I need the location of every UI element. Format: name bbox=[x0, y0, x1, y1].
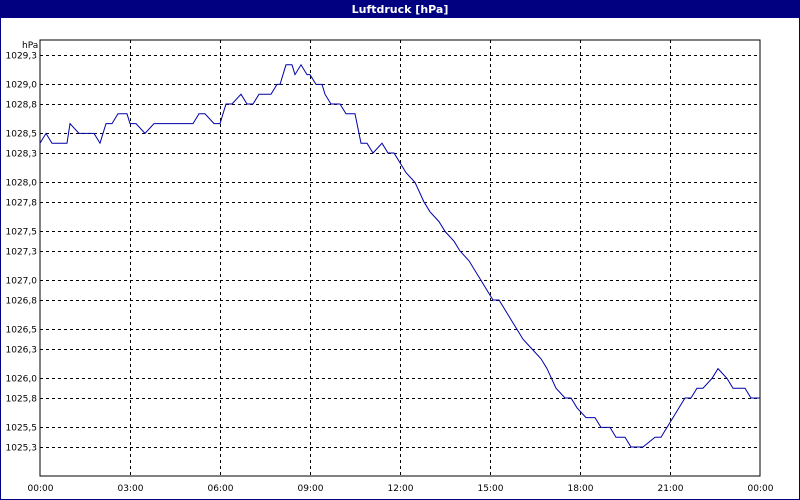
y-tick-label: 1026,5 bbox=[6, 326, 38, 336]
x-tick-time-label: 12:00 bbox=[388, 484, 414, 494]
x-tick-time-label: 03:00 bbox=[118, 484, 144, 494]
y-tick-label: 1028,0 bbox=[6, 179, 38, 189]
x-tick-time-label: 06:00 bbox=[208, 484, 234, 494]
x-tick-time-label: 15:00 bbox=[478, 484, 504, 494]
y-tick-label: 1025,5 bbox=[6, 424, 38, 434]
x-tick-time-label: 18:00 bbox=[568, 484, 594, 494]
y-tick-label: 1027,0 bbox=[6, 277, 38, 287]
y-tick-label: 1025,3 bbox=[6, 444, 38, 454]
x-tick-time-label: 09:00 bbox=[298, 484, 324, 494]
y-tick-label: 1028,8 bbox=[6, 101, 38, 111]
x-axis-labels: 00:0020.06.2503:0020.06.2506:0020.06.250… bbox=[28, 484, 774, 494]
x-tick-time-label: 21:00 bbox=[658, 484, 684, 494]
gridlines bbox=[40, 40, 760, 476]
y-tick-label: 1028,5 bbox=[6, 130, 38, 140]
y-tick-label: 1029,0 bbox=[6, 81, 38, 91]
y-axis-labels: 1025,3 1025,5 1025,8 1026,0 1026,3 1026,5 1026… bbox=[6, 52, 38, 454]
line-chart: 1025,3 1025,5 1025,8 1026,0 1026,3 1026,5 1026… bbox=[6, 39, 774, 494]
y-tick-label: 1026,8 bbox=[6, 297, 38, 307]
y-tick-label: 1026,3 bbox=[6, 346, 38, 356]
series-line-luftdruck bbox=[39, 63, 760, 448]
y-tick-label: 1027,3 bbox=[6, 248, 38, 258]
y-tick-label: 1025,8 bbox=[6, 395, 38, 405]
y-tick-label: 1027,5 bbox=[6, 228, 38, 238]
plot-area bbox=[39, 39, 761, 477]
y-tick-label: 1026,0 bbox=[6, 375, 38, 385]
chart-title: Luftdruck [hPa] bbox=[1, 1, 799, 18]
y-tick-label: 1028,3 bbox=[6, 150, 38, 160]
y-axis-unit: hPa bbox=[22, 41, 38, 51]
x-tick-time-label: 00:00 bbox=[28, 484, 54, 494]
x-tick-time-label: 00:00 bbox=[748, 484, 774, 494]
y-tick-label: 1029,3 bbox=[6, 52, 38, 62]
y-tick-label: 1027,8 bbox=[6, 199, 38, 209]
